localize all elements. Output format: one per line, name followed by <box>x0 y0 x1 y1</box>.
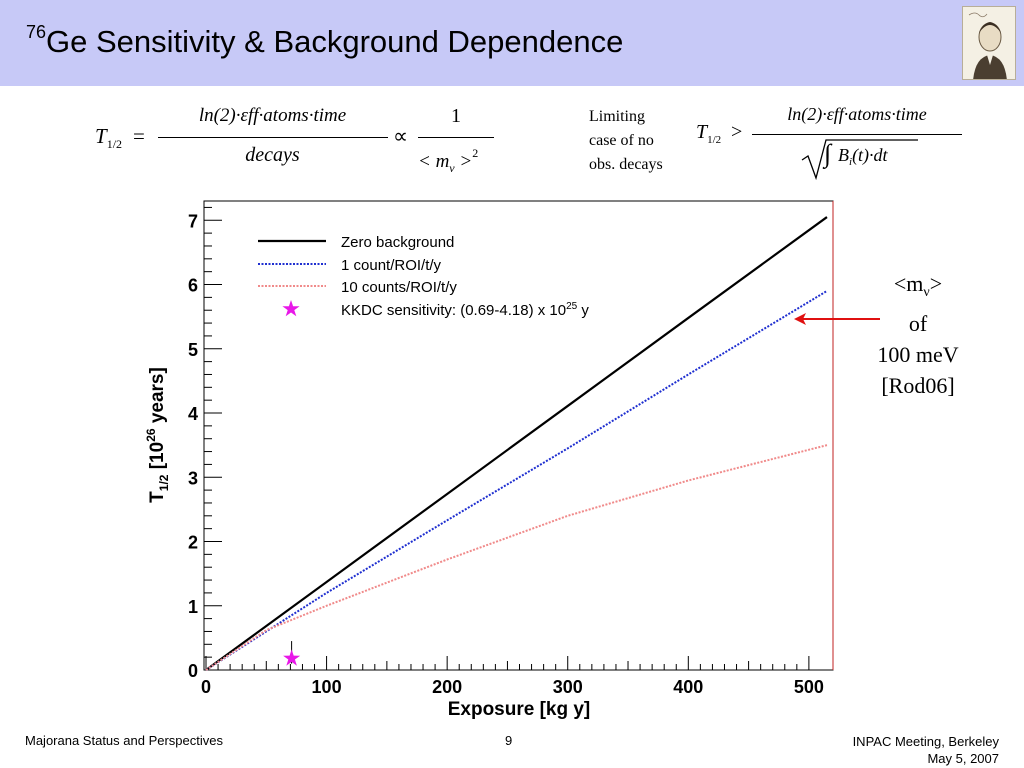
legend-star-icon <box>282 300 300 317</box>
footer-right: INPAC Meeting, Berkeley May 5, 2007 <box>853 733 999 767</box>
title-superscript: 76 <box>26 22 47 42</box>
mass-label: <mν> <box>893 271 943 300</box>
portrait-image <box>962 6 1016 80</box>
legend: Zero background 1 count/ROI/t/y 10 count… <box>258 234 589 319</box>
series-line-1 <box>205 216 828 671</box>
series-lines <box>205 216 828 671</box>
x-tick-label: 300 <box>553 677 583 697</box>
x-tick-label: 200 <box>432 677 462 697</box>
mass-line-of: of <box>908 311 928 336</box>
y-tick-label: 5 <box>188 340 198 360</box>
annotation-arrow <box>794 313 880 325</box>
legend-label-10-counts: 10 counts/ROI/t/y <box>341 279 457 296</box>
x-axis-ticks: 0 100 200 300 400 500 <box>201 656 824 697</box>
y-tick-label: 0 <box>188 661 198 681</box>
y-tick-label: 3 <box>188 468 198 488</box>
formula-left-den2: < mν >2 <box>418 146 479 175</box>
formula-right-lhs: T1/2 <box>696 121 722 146</box>
mass-line-value: 100 meV <box>877 342 959 367</box>
limiting-case-note: Limiting case of no obs. decays <box>589 105 689 177</box>
note-line-1: Limiting <box>589 108 645 125</box>
x-axis-label: Exposure [kg y] <box>448 699 591 720</box>
footer-right-line-1: INPAC Meeting, Berkeley <box>852 734 999 749</box>
y-axis-label: T1/2 [1026 years] <box>144 367 171 503</box>
formula-left-lhs: T1/2 <box>95 124 123 151</box>
legend-label-1-count: 1 count/ROI/t/y <box>341 257 442 274</box>
plot-frame <box>203 200 834 671</box>
note-line-3: obs. decays <box>589 156 663 173</box>
kkdc-star-marker <box>283 649 301 666</box>
x-tick-label: 500 <box>794 677 824 697</box>
footer-left: Majorana Status and Perspectives <box>25 733 223 748</box>
footer-right-line-2: May 5, 2007 <box>927 751 999 766</box>
formula-left-equals: = <box>133 124 145 148</box>
formula-left-fraction-line <box>158 137 388 138</box>
title-bar: 76Ge Sensitivity & Background Dependence <box>0 0 1024 86</box>
formula-right-integral: ∫ <box>824 139 832 168</box>
formula-right-fraction-line <box>752 134 962 135</box>
series-line-3 <box>205 444 828 671</box>
y-tick-label: 6 <box>188 276 198 296</box>
kkdc-marker <box>283 641 301 666</box>
y-tick-label: 7 <box>188 211 198 231</box>
formula-left-num2: 1 <box>451 105 461 127</box>
y-tick-label: 1 <box>188 597 198 617</box>
x-tick-label: 100 <box>312 677 342 697</box>
y-tick-label: 2 <box>188 533 198 553</box>
series-line-2 <box>205 290 828 671</box>
y-tick-label: 4 <box>188 404 198 424</box>
y-axis-ticks: 0 1 2 3 4 5 6 7 <box>188 206 222 681</box>
formula-right-den-rest: Bi(t)·dt <box>838 145 888 168</box>
formula-left-numerator: ln(2)·εff·atoms·time <box>198 105 347 126</box>
note-line-2: case of no <box>589 132 654 149</box>
legend-label-zero-background: Zero background <box>341 234 454 251</box>
formula-left-denominator: decays <box>245 144 300 166</box>
sensitivity-chart: 0 100 200 300 400 500 0 1 2 3 4 5 6 7 Exposure [kg y… <box>144 200 834 720</box>
slide-title: 76Ge Sensitivity & Background Dependence <box>26 22 623 60</box>
formula-right-gt: > <box>731 121 743 143</box>
x-tick-label: 0 <box>201 677 211 697</box>
x-tick-label: 400 <box>673 677 703 697</box>
formula-right-numerator: ln(2)·εff·atoms·time <box>787 104 927 124</box>
mass-annotation: <mν> of 100 meV [Rod06] <box>860 268 976 401</box>
formula-left-fraction-line-2 <box>418 137 494 138</box>
portrait-sketch <box>968 12 1007 79</box>
mass-line-reference: [Rod06] <box>881 373 955 398</box>
legend-label-kkdc: KKDC sensitivity: (0.69-4.18) x 1025 y <box>341 301 589 319</box>
formula-left-proportional: ∝ <box>393 124 409 148</box>
footer-page-number: 9 <box>505 733 513 748</box>
title-text: Ge Sensitivity & Background Dependence <box>46 24 624 59</box>
sqrt-sign-icon <box>801 139 918 180</box>
